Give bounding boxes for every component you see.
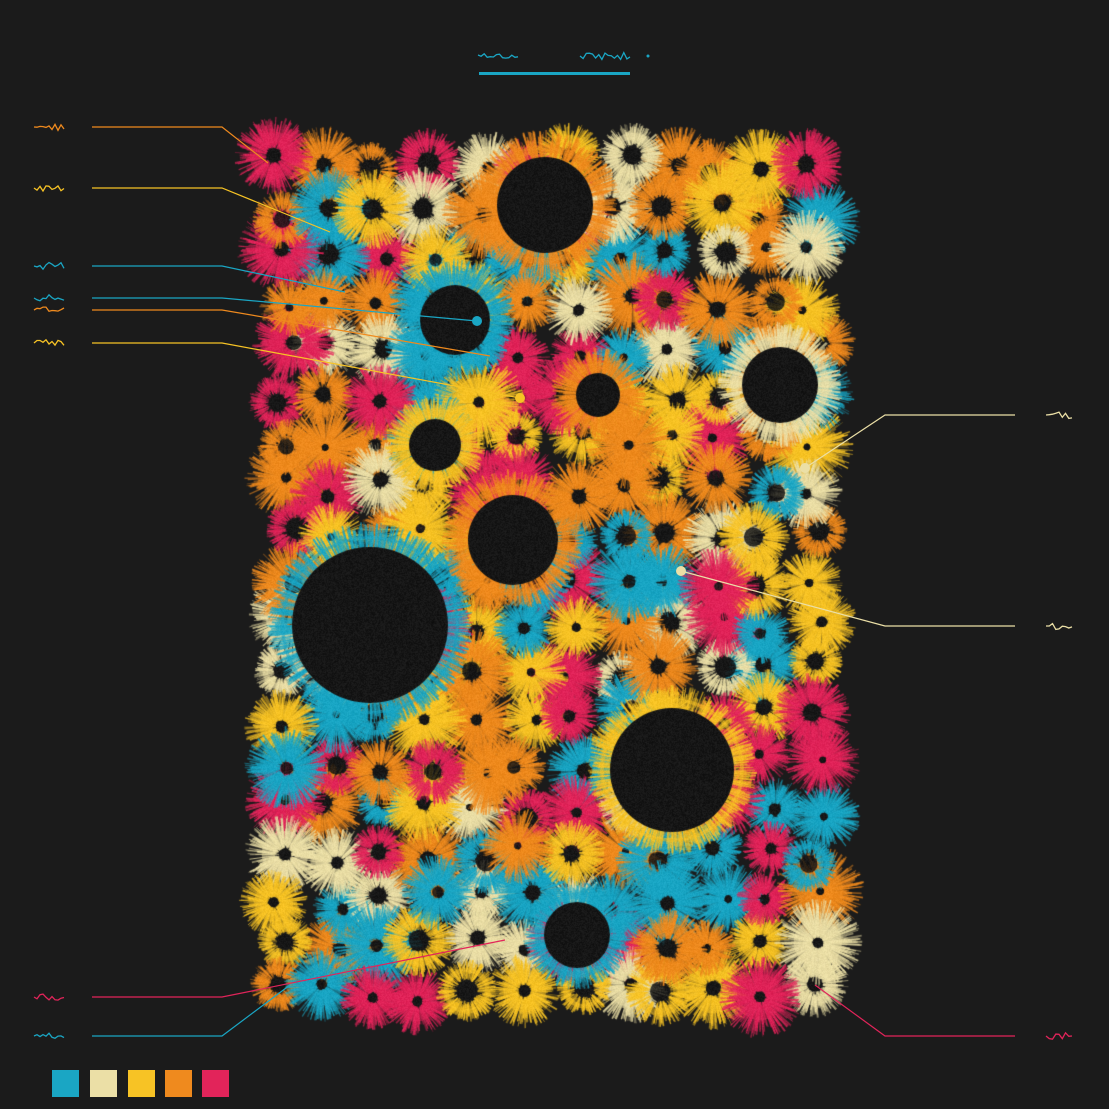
left-label-scribble <box>33 123 65 132</box>
right-label-scribble <box>1045 1031 1073 1040</box>
swatch-orange <box>165 1070 192 1097</box>
left-leader-line <box>92 297 478 322</box>
left-label-scribble <box>33 1032 65 1040</box>
right-label-scribble <box>1045 411 1073 420</box>
left-leader-line <box>92 187 331 233</box>
swatch-teal <box>52 1070 79 1097</box>
marker-dot <box>472 316 482 326</box>
title-scribble <box>477 52 519 59</box>
left-leader-line <box>92 126 269 164</box>
right-leader-line <box>804 414 1015 469</box>
swatch-cream <box>90 1070 117 1097</box>
right-leader-line <box>680 570 1015 627</box>
left-label-scribble <box>33 993 65 1001</box>
left-label-scribble <box>33 293 65 302</box>
subtitle-scribble <box>579 51 631 61</box>
left-leader-line <box>92 984 291 1037</box>
marker-dot <box>676 566 686 576</box>
left-leader-line <box>92 939 506 998</box>
right-label-scribble <box>1046 622 1073 631</box>
left-label-scribble <box>33 261 65 271</box>
title-dot <box>646 54 650 58</box>
left-leader-line <box>92 265 346 293</box>
title-underline <box>479 72 630 75</box>
marker-dot <box>800 463 810 473</box>
left-label-scribble <box>33 185 65 193</box>
marker-dot <box>515 393 525 403</box>
swatch-yellow <box>128 1070 155 1097</box>
left-leader-line <box>92 342 521 399</box>
left-leader-line <box>92 309 491 357</box>
left-label-scribble <box>33 306 65 313</box>
swatch-red <box>202 1070 229 1097</box>
left-label-scribble <box>33 338 65 347</box>
right-leader-line <box>814 984 1015 1037</box>
